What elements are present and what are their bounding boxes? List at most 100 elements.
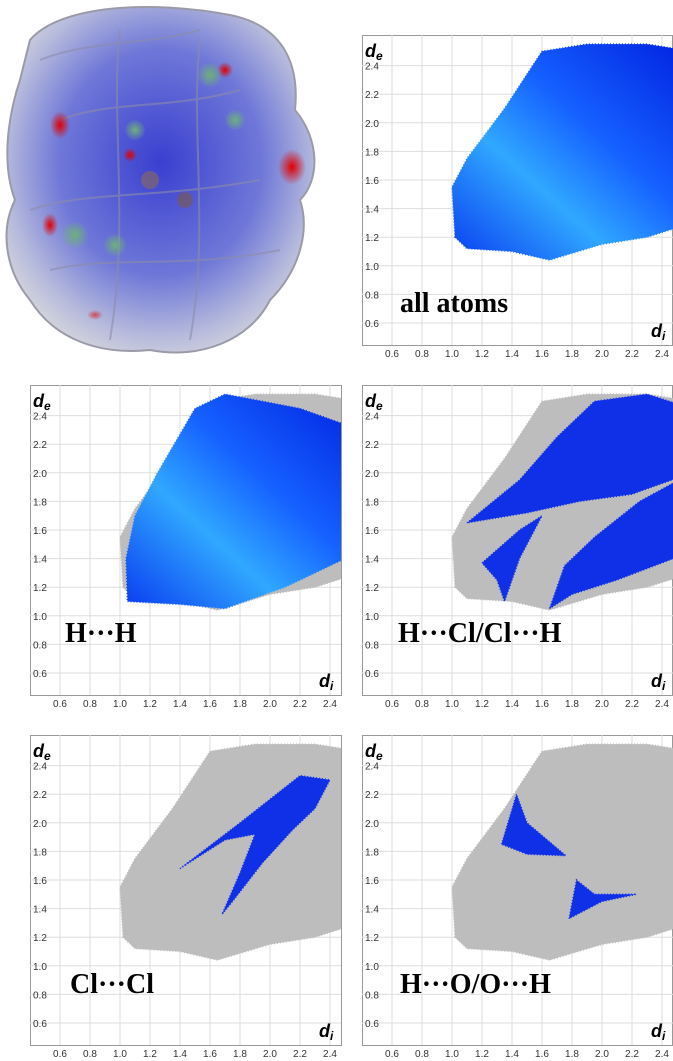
y-tick-label: 1.4 <box>33 555 47 566</box>
x-tick-label: 1.2 <box>143 1049 157 1060</box>
y-tick-label: 2.2 <box>33 790 47 801</box>
x-tick-label: 2.4 <box>655 1049 669 1060</box>
y-tick-label: 2.0 <box>365 119 379 130</box>
panel-caption: H···H <box>65 618 137 649</box>
x-tick-label: 1.8 <box>565 349 579 360</box>
y-tick-label: 2.0 <box>33 469 47 480</box>
fingerprint-plot: 0.60.60.80.81.01.01.21.21.41.41.61.61.81… <box>30 385 360 710</box>
x-tick-label: 1.0 <box>113 1049 127 1060</box>
x-tick-label: 2.0 <box>595 699 609 710</box>
x-tick-label: 1.4 <box>505 699 519 710</box>
panel-caption: all atoms <box>400 288 508 319</box>
panel-caption: H···O/O···H <box>400 969 551 1000</box>
y-tick-label: 1.6 <box>365 876 379 887</box>
y-tick-label: 1.0 <box>33 612 47 623</box>
x-tick-label: 2.4 <box>655 349 669 360</box>
y-tick-label: 1.4 <box>365 205 379 216</box>
y-tick-label: 1.4 <box>33 905 47 916</box>
y-tick-label: 1.0 <box>33 962 47 973</box>
y-tick-label: 1.2 <box>365 583 379 594</box>
x-tick-label: 1.8 <box>565 1049 579 1060</box>
x-tick-label: 1.8 <box>233 1049 247 1060</box>
y-tick-label: 0.8 <box>365 290 379 301</box>
y-tick-label: 0.6 <box>365 1019 379 1030</box>
y-tick-label: 1.8 <box>365 847 379 858</box>
figure: 0.6 0.6 0.8 0.8 1.0 1.0 1.2 1.2 1.4 1.4 1.6 1.6 1.8 1… <box>0 0 673 1061</box>
y-tick-label: 0.6 <box>33 669 47 680</box>
x-tick-label: 2.2 <box>293 1049 307 1060</box>
x-tick-label: 2.0 <box>595 1049 609 1060</box>
fingerprint-plot: 0.60.60.80.81.01.01.21.21.41.41.61.61.81… <box>362 735 673 1060</box>
y-tick-label: 2.2 <box>365 790 379 801</box>
y-tick-label: 0.6 <box>33 1019 47 1030</box>
x-tick-label: 2.0 <box>263 699 277 710</box>
x-tick-label: 1.0 <box>445 1049 459 1060</box>
y-tick-label: 2.2 <box>365 90 379 101</box>
panel-caption: H···Cl/Cl···H <box>398 618 562 649</box>
x-tick-label: 1.6 <box>535 699 549 710</box>
x-tick-label: 1.4 <box>505 1049 519 1060</box>
x-tick-label: 0.6 <box>385 1049 399 1060</box>
x-tick-label: 0.6 <box>53 699 67 710</box>
y-tick-label: 2.0 <box>365 819 379 830</box>
y-tick-label: 1.2 <box>365 933 379 944</box>
y-tick-label: 0.8 <box>33 990 47 1001</box>
y-tick-label: 1.6 <box>33 876 47 887</box>
x-tick-label: 2.2 <box>625 349 639 360</box>
x-tick-label: 2.2 <box>625 1049 639 1060</box>
x-tick-label: 2.4 <box>323 1049 337 1060</box>
x-tick-label: 2.0 <box>595 349 609 360</box>
x-tick-label: 1.0 <box>445 699 459 710</box>
x-tick-label: 0.8 <box>415 699 429 710</box>
axis-label-sub: e <box>44 399 51 413</box>
y-tick-label: 2.4 <box>33 412 47 423</box>
x-tick-label: 0.6 <box>385 699 399 710</box>
y-tick-label: 2.4 <box>365 62 379 73</box>
x-tick-label: 2.4 <box>655 699 669 710</box>
y-tick-label: 1.8 <box>33 497 47 508</box>
x-tick-label: 1.6 <box>203 1049 217 1060</box>
y-tick-label: 1.6 <box>365 526 379 537</box>
y-tick-label: 1.0 <box>365 612 379 623</box>
x-tick-label: 1.2 <box>475 1049 489 1060</box>
x-tick-label: 0.8 <box>415 349 429 360</box>
x-tick-label: 1.2 <box>475 349 489 360</box>
y-tick-label: 2.0 <box>365 469 379 480</box>
x-tick-label: 2.2 <box>625 699 639 710</box>
x-tick-label: 1.4 <box>173 699 187 710</box>
y-tick-label: 0.8 <box>365 990 379 1001</box>
fingerprint-plot: 0.60.60.80.81.01.01.21.21.41.41.61.61.81… <box>362 35 673 360</box>
x-tick-label: 0.6 <box>385 349 399 360</box>
y-tick-label: 1.2 <box>365 233 379 244</box>
x-tick-label: 2.0 <box>263 1049 277 1060</box>
fingerprint-plot: 0.60.60.80.81.01.01.21.21.41.41.61.61.81… <box>362 385 673 710</box>
x-tick-label: 1.0 <box>113 699 127 710</box>
fingerprint-plot: 0.60.60.80.81.01.01.21.21.41.41.61.61.81… <box>30 735 360 1060</box>
y-tick-label: 1.2 <box>33 933 47 944</box>
y-tick-label: 1.4 <box>365 555 379 566</box>
axis-label-sub: e <box>376 749 383 763</box>
x-tick-label: 1.2 <box>143 699 157 710</box>
y-tick-label: 1.6 <box>33 526 47 537</box>
x-tick-label: 1.6 <box>203 699 217 710</box>
x-tick-label: 1.8 <box>565 699 579 710</box>
x-tick-label: 1.6 <box>535 1049 549 1060</box>
y-tick-label: 0.6 <box>365 669 379 680</box>
x-tick-label: 1.4 <box>505 349 519 360</box>
y-tick-label: 1.4 <box>365 905 379 916</box>
panel-caption: Cl···Cl <box>70 969 154 1000</box>
y-tick-label: 1.8 <box>365 497 379 508</box>
y-tick-label: 0.8 <box>365 640 379 651</box>
y-tick-label: 0.8 <box>33 640 47 651</box>
y-tick-label: 2.4 <box>365 412 379 423</box>
x-tick-label: 1.4 <box>173 1049 187 1060</box>
x-tick-label: 2.2 <box>293 699 307 710</box>
y-tick-label: 2.4 <box>365 762 379 773</box>
x-tick-label: 0.8 <box>83 1049 97 1060</box>
y-tick-label: 2.2 <box>365 440 379 451</box>
x-tick-label: 1.6 <box>535 349 549 360</box>
y-tick-label: 1.8 <box>365 147 379 158</box>
hirshfeld-surface <box>7 7 315 353</box>
axis-label-sub: e <box>376 399 383 413</box>
x-tick-label: 2.4 <box>323 699 337 710</box>
